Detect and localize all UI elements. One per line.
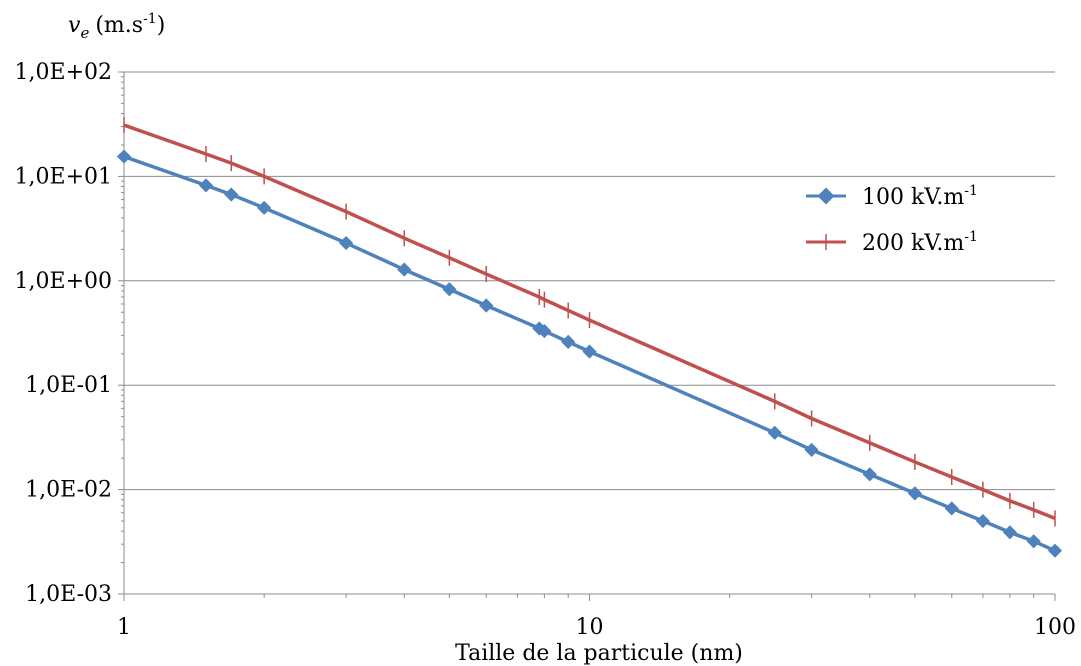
data-point (442, 282, 457, 297)
legend-label-200-text: 200 kV.m (862, 231, 964, 256)
data-point (537, 323, 552, 339)
legend-label-100-sup: -1 (964, 183, 978, 199)
data-point (862, 467, 877, 482)
y-tick-label: 1,0E-01 (25, 373, 112, 398)
data-point (944, 501, 959, 516)
y-tick-labels: 1,0E-03 1,0E-02 1,0E-01 1,0E+00 1,0E+01 1,0E+… (15, 60, 112, 607)
data-point (1002, 525, 1017, 540)
legend-label-200: 200 kV.m-1 (862, 229, 978, 256)
x-tick-label: 1 (117, 615, 131, 640)
legend-item-200: 200 kV.m-1 (806, 229, 978, 256)
y-tick-label: 1,0E+00 (15, 269, 112, 294)
y-axis-subscript: e (80, 24, 89, 42)
data-point (907, 486, 922, 501)
y-tick-label: 1,0E+01 (15, 164, 112, 189)
y-tick-label: 1,0E+02 (15, 60, 112, 85)
y-axis-unit-end: ) (157, 13, 166, 38)
axes (118, 71, 1056, 601)
data-point (339, 235, 354, 251)
x-tick-label: 100 (1034, 615, 1076, 640)
series-0 (116, 149, 1063, 558)
series-1 (123, 117, 1056, 527)
y-tick-label: 1,0E-02 (25, 478, 112, 503)
y-axis-title: ve (m.s-1) (68, 11, 165, 42)
data-point (975, 513, 990, 529)
data-point (224, 187, 239, 202)
series-group (116, 117, 1063, 558)
legend-item-100: 100 kV.m-1 (806, 183, 978, 210)
gridlines (124, 71, 1055, 491)
data-point (1047, 543, 1063, 558)
y-axis-unit-sup: -1 (143, 11, 157, 27)
x-axis-title: Taille de la particule (nm) (455, 641, 743, 666)
legend: 100 kV.m-1 200 kV.m-1 (806, 183, 978, 256)
data-point (397, 262, 412, 277)
data-point (116, 149, 132, 164)
data-point (198, 178, 214, 193)
data-point (479, 298, 494, 313)
legend-marker-100 (817, 187, 835, 205)
data-point (561, 334, 576, 349)
legend-label-100: 100 kV.m-1 (862, 183, 978, 210)
y-axis-symbol: v (68, 13, 81, 38)
y-axis-unit: (m.s (95, 13, 143, 38)
y-tick-label: 1,0E-03 (25, 582, 112, 607)
x-tick-label: 10 (576, 615, 604, 640)
data-point (804, 442, 819, 457)
data-point (767, 425, 782, 440)
legend-label-100-text: 100 kV.m (862, 185, 964, 210)
legend-label-200-sup: -1 (964, 229, 978, 245)
data-point (257, 200, 272, 215)
data-point (582, 344, 597, 359)
data-point (1026, 534, 1041, 549)
x-tick-labels: 1 10 100 (117, 615, 1076, 640)
